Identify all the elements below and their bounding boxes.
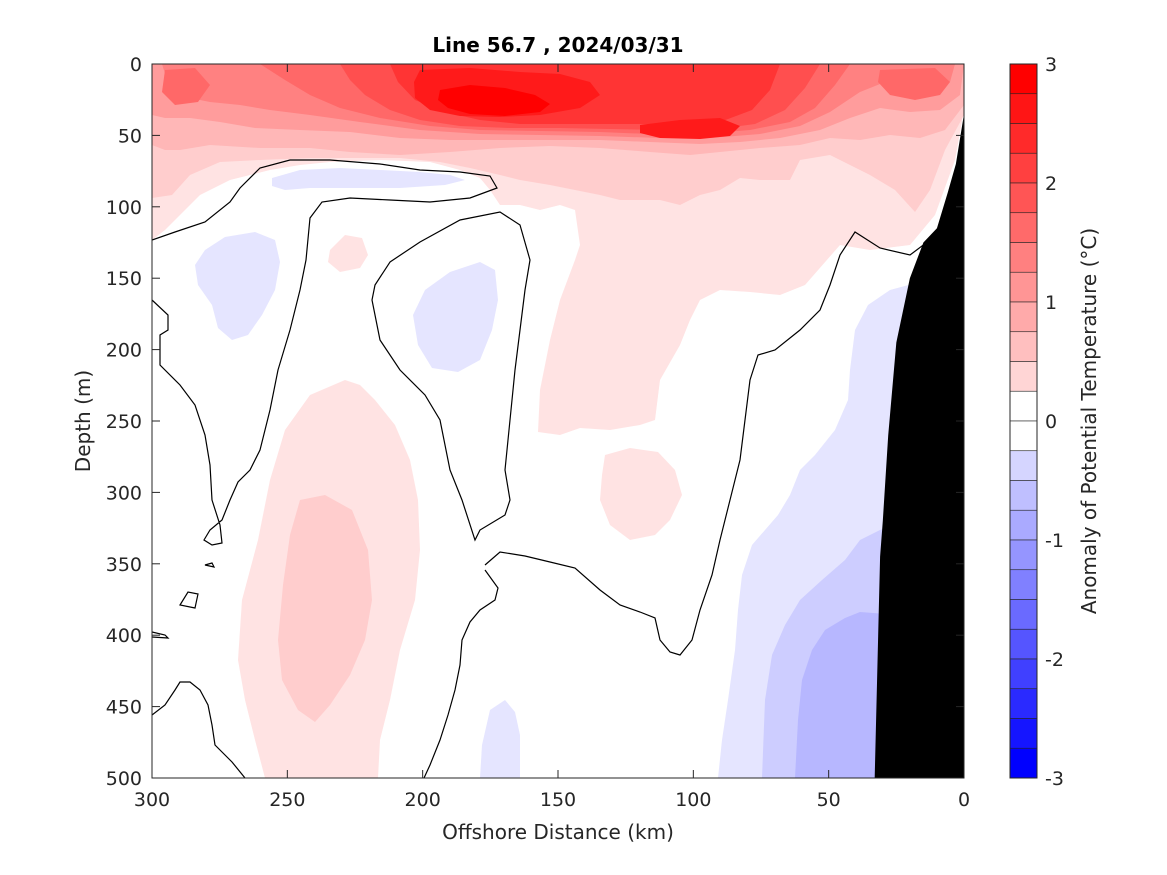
colorbar-segment xyxy=(1009,569,1038,600)
y-axis-label: Depth (m) xyxy=(71,370,95,472)
colorbar-tick-label: 1 xyxy=(1045,292,1057,314)
colorbar-segment xyxy=(1009,212,1038,243)
colorbar-tick-label: -2 xyxy=(1045,649,1064,671)
colorbar-segment xyxy=(1009,658,1038,690)
colorbar-segment xyxy=(1009,182,1038,214)
colorbar-segment xyxy=(1009,628,1038,660)
x-tick-label: 150 xyxy=(540,789,576,811)
cold-sliver-upper xyxy=(272,168,465,190)
colorbar: 3 2 1 0 -1 -2 -3 xyxy=(1009,54,1064,790)
colorbar-segment xyxy=(1009,301,1038,333)
colorbar-segment xyxy=(1009,152,1038,184)
y-tick-label: 300 xyxy=(106,482,142,504)
x-axis: 300 250 200 150 100 50 0 xyxy=(134,64,970,811)
warm-patch-right xyxy=(640,118,740,139)
warm-patch-topleft xyxy=(162,68,210,105)
colorbar-segment xyxy=(1009,688,1038,719)
zero-contour-small-2 xyxy=(204,562,216,568)
cold-patch-bottom xyxy=(480,700,520,778)
y-tick-label: 500 xyxy=(106,768,142,790)
colorbar-segment xyxy=(1009,390,1038,422)
x-tick-label: 200 xyxy=(405,789,441,811)
zero-contour-deep xyxy=(484,149,964,656)
x-tick-label: 0 xyxy=(958,789,970,811)
y-tick-label: 150 xyxy=(106,268,142,290)
x-tick-label: 50 xyxy=(817,789,841,811)
colorbar-segment xyxy=(1009,63,1038,95)
colorbar-frame xyxy=(1009,63,1038,779)
x-tick-label: 100 xyxy=(675,789,711,811)
warm-patch-topright xyxy=(878,68,950,100)
cold-patch-mid xyxy=(413,262,498,372)
x-axis-label: Offshore Distance (km) xyxy=(442,820,674,844)
zero-contour xyxy=(152,149,964,778)
y-tick-label: 200 xyxy=(106,340,142,362)
y-tick-label: 450 xyxy=(106,697,142,719)
cold-patch-left xyxy=(195,232,280,340)
colorbar-segment xyxy=(1009,271,1038,303)
colorbar-segment xyxy=(1009,747,1038,779)
colorbar-tick-label: -3 xyxy=(1045,768,1064,790)
y-tick-label: 0 xyxy=(130,54,142,76)
y-tick-label: 50 xyxy=(118,125,142,147)
warm-blob-mid xyxy=(600,448,682,540)
colorbar-segment xyxy=(1009,420,1038,452)
warm-blob-upper xyxy=(328,235,368,272)
colorbar-segment xyxy=(1009,480,1038,511)
colorbar-tick-label: 0 xyxy=(1045,411,1057,433)
y-tick-label: 100 xyxy=(106,197,142,219)
bathymetry-mask xyxy=(874,113,964,779)
zero-contour-small-1 xyxy=(179,591,199,609)
x-tick-label: 300 xyxy=(134,789,170,811)
y-axis: 0 50 100 150 200 250 300 350 400 450 500 xyxy=(106,54,964,790)
warm-layer-10 xyxy=(438,85,550,116)
zero-contour-upper xyxy=(152,159,498,546)
colorbar-segment xyxy=(1009,361,1038,392)
colorbar-segment xyxy=(1009,450,1038,481)
colorbar-label: Anomaly of Potential Temperature (°C) xyxy=(1077,228,1101,614)
colorbar-tick-label: 3 xyxy=(1045,54,1057,76)
zero-contour-loop xyxy=(371,211,531,542)
zero-contour-small-3 xyxy=(152,631,170,639)
colorbar-segment xyxy=(1009,123,1038,154)
y-tick-label: 400 xyxy=(106,625,142,647)
colorbar-segment xyxy=(1009,509,1038,541)
colorbar-tick-label: -1 xyxy=(1045,530,1064,552)
warm-lens-inner xyxy=(278,495,372,722)
colorbar-segment xyxy=(1009,242,1038,273)
zero-contour-lower-left xyxy=(152,681,246,778)
x-tick-label: 250 xyxy=(269,789,305,811)
y-tick-label: 350 xyxy=(106,554,142,576)
plot-area: 300 250 200 150 100 50 0 050100150200250300350… xyxy=(106,54,970,811)
y-tick-label: 250 xyxy=(106,411,142,433)
colorbar-tick-label: 2 xyxy=(1045,173,1057,195)
colorbar-segment xyxy=(1009,599,1038,630)
chart-title: Line 56.7 , 2024/03/31 xyxy=(432,33,683,57)
colorbar-segment xyxy=(1009,539,1038,571)
colorbar-segment xyxy=(1009,718,1038,749)
colorbar-segment xyxy=(1009,93,1038,124)
colorbar-segment xyxy=(1009,331,1038,362)
zero-contour-lower-mid xyxy=(423,569,499,778)
